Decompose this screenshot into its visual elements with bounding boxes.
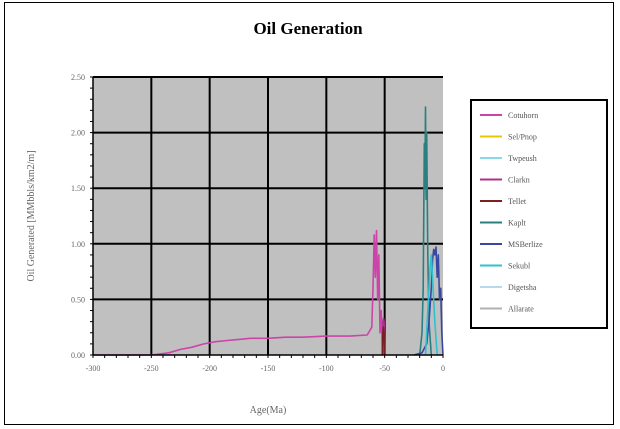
series-layer	[93, 106, 444, 356]
y-axis-label: Oil Generated [MMbbls/km2/m]	[26, 150, 37, 281]
legend-entry-label: Tellet	[508, 197, 527, 206]
x-tick-label: -250	[144, 364, 159, 373]
series-line	[418, 106, 433, 356]
oil-generation-chart: Oil Generation -300 -250 -200 -150 -100 -50 0 0…	[26, 19, 608, 416]
legend-entry-label: Allarate	[508, 305, 534, 314]
x-tick-label: -50	[379, 364, 390, 373]
chart-title: Oil Generation	[253, 19, 363, 38]
y-tick-label: 2.50	[71, 73, 85, 82]
legend: Cotuhorn Sel/Pnop Twpeush Clarkn Tellet Kaplt…	[480, 111, 543, 314]
x-tick-label: -150	[261, 364, 276, 373]
series-line	[424, 254, 438, 356]
x-tick-label: -100	[319, 364, 334, 373]
series-line	[381, 326, 386, 356]
legend-entry-label: Digetsha	[508, 283, 537, 292]
y-tick-label: 0.00	[71, 351, 85, 360]
legend-entry-label: MSBerlize	[508, 240, 543, 249]
x-tick-label: 0	[441, 364, 445, 373]
chart-frame: Oil Generation -300 -250 -200 -150 -100 -50 0 0…	[4, 2, 614, 425]
legend-entry-label: Clarkn	[508, 176, 530, 185]
series-line	[413, 246, 444, 356]
legend-entry-label: Twpeush	[508, 154, 537, 163]
legend-entry-label: Kaplt	[508, 219, 527, 228]
legend-box	[470, 99, 608, 329]
series-line	[93, 229, 385, 356]
x-axis-label: Age(Ma)	[250, 405, 287, 416]
legend-entry-label: Cotuhorn	[508, 111, 538, 120]
y-tick-label: 0.50	[71, 295, 85, 304]
y-tick-label: 1.00	[71, 240, 85, 249]
legend-entry-label: Sel/Pnop	[508, 133, 537, 142]
grid-lines	[93, 76, 443, 355]
axes: -300 -250 -200 -150 -100 -50 0 0.00 0.50 1.00 1.50…	[71, 73, 445, 373]
y-tick-label: 2.00	[71, 129, 85, 138]
x-tick-label: -200	[202, 364, 217, 373]
x-tick-label: -300	[86, 364, 101, 373]
legend-entry-label: Sekubl	[508, 262, 531, 271]
y-tick-label: 1.50	[71, 184, 85, 193]
